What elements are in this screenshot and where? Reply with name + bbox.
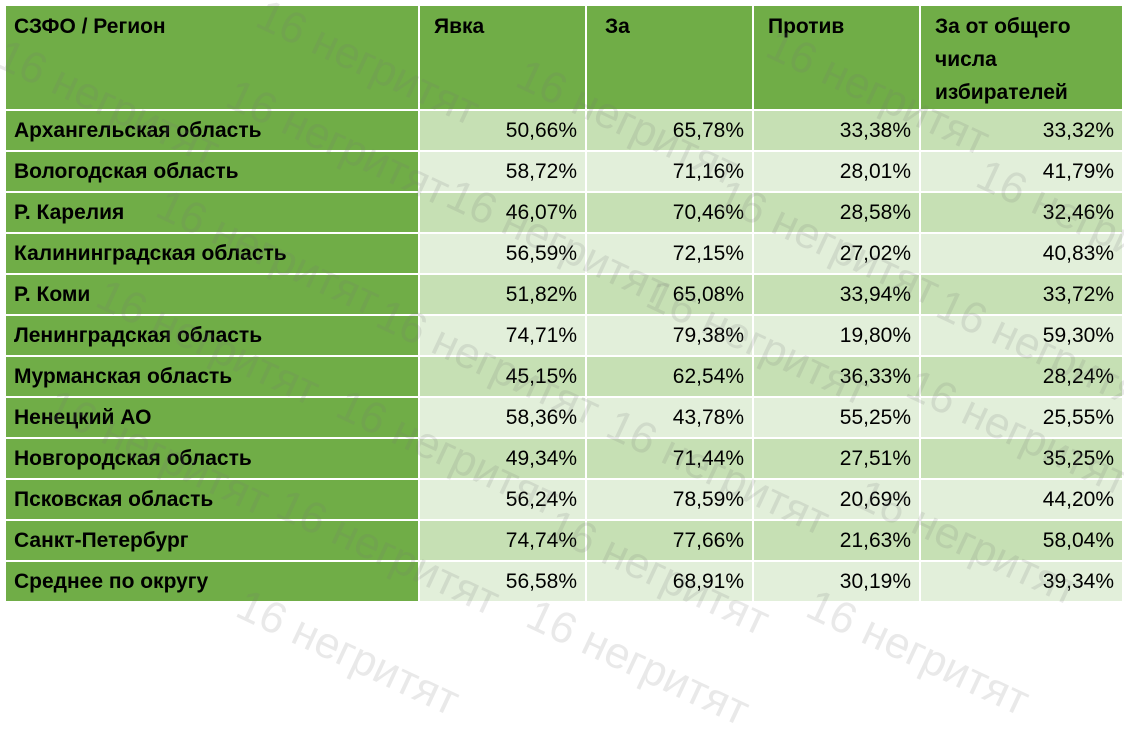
region-cell: Архангельская область bbox=[6, 111, 418, 150]
turnout-cell: 46,07% bbox=[420, 193, 585, 232]
for-total-cell: 32,46% bbox=[921, 193, 1122, 232]
region-cell: Псковская область bbox=[6, 480, 418, 519]
for-total-cell: 28,24% bbox=[921, 357, 1122, 396]
for-total-cell: 58,04% bbox=[921, 521, 1122, 560]
header-region: СЗФО / Регион bbox=[6, 6, 418, 109]
for-total-cell: 33,72% bbox=[921, 275, 1122, 314]
against-cell: 30,19% bbox=[754, 562, 919, 601]
for-total-cell: 59,30% bbox=[921, 316, 1122, 355]
table-row: Калининградская область 56,59% 72,15% 27,02… bbox=[6, 234, 1122, 273]
header-for-total: За от общего числа избирателей bbox=[921, 6, 1122, 109]
header-turnout: Явка bbox=[420, 6, 585, 109]
for-total-cell: 35,25% bbox=[921, 439, 1122, 478]
against-cell: 27,02% bbox=[754, 234, 919, 273]
against-cell: 33,38% bbox=[754, 111, 919, 150]
region-cell: Новгородская область bbox=[6, 439, 418, 478]
for-cell: 78,59% bbox=[587, 480, 752, 519]
turnout-cell: 56,58% bbox=[420, 562, 585, 601]
region-cell: Р. Коми bbox=[6, 275, 418, 314]
region-cell: Р. Карелия bbox=[6, 193, 418, 232]
table-row: Вологодская область 58,72% 71,16% 28,01% 41,… bbox=[6, 152, 1122, 191]
table-row: Ненецкий АО 58,36% 43,78% 55,25% 25,55% bbox=[6, 398, 1122, 437]
against-cell: 28,58% bbox=[754, 193, 919, 232]
for-total-cell: 33,32% bbox=[921, 111, 1122, 150]
for-cell: 43,78% bbox=[587, 398, 752, 437]
for-total-cell: 39,34% bbox=[921, 562, 1122, 601]
turnout-cell: 45,15% bbox=[420, 357, 585, 396]
for-cell: 72,15% bbox=[587, 234, 752, 273]
for-cell: 68,91% bbox=[587, 562, 752, 601]
results-table: СЗФО / Регион Явка За Против За от общег… bbox=[4, 4, 1124, 603]
for-cell: 62,54% bbox=[587, 357, 752, 396]
table-row: Архангельская область 50,66% 65,78% 33,38% 3… bbox=[6, 111, 1122, 150]
against-cell: 36,33% bbox=[754, 357, 919, 396]
for-total-cell: 41,79% bbox=[921, 152, 1122, 191]
table-row: Р. Коми 51,82% 65,08% 33,94% 33,72% bbox=[6, 275, 1122, 314]
against-cell: 33,94% bbox=[754, 275, 919, 314]
for-total-cell: 40,83% bbox=[921, 234, 1122, 273]
against-cell: 21,63% bbox=[754, 521, 919, 560]
table-row: Санкт-Петербург 74,74% 77,66% 21,63% 58,04% bbox=[6, 521, 1122, 560]
results-table-container: СЗФО / Регион Явка За Против За от общег… bbox=[4, 4, 1122, 624]
against-cell: 19,80% bbox=[754, 316, 919, 355]
for-cell: 79,38% bbox=[587, 316, 752, 355]
header-against: Против bbox=[754, 6, 919, 109]
table-row: Р. Карелия 46,07% 70,46% 28,58% 32,46% bbox=[6, 193, 1122, 232]
against-cell: 28,01% bbox=[754, 152, 919, 191]
for-total-cell: 25,55% bbox=[921, 398, 1122, 437]
table-row: Мурманская область 45,15% 62,54% 36,33% 28,2… bbox=[6, 357, 1122, 396]
turnout-cell: 50,66% bbox=[420, 111, 585, 150]
against-cell: 55,25% bbox=[754, 398, 919, 437]
region-cell: Санкт-Петербург bbox=[6, 521, 418, 560]
turnout-cell: 56,24% bbox=[420, 480, 585, 519]
table-row: Псковская область 56,24% 78,59% 20,69% 44,20… bbox=[6, 480, 1122, 519]
turnout-cell: 58,36% bbox=[420, 398, 585, 437]
header-for: За bbox=[587, 6, 752, 109]
region-cell: Ленинградская область bbox=[6, 316, 418, 355]
for-cell: 77,66% bbox=[587, 521, 752, 560]
region-cell: Ненецкий АО bbox=[6, 398, 418, 437]
against-cell: 20,69% bbox=[754, 480, 919, 519]
turnout-cell: 58,72% bbox=[420, 152, 585, 191]
for-total-cell: 44,20% bbox=[921, 480, 1122, 519]
table-row: Новгородская область 49,34% 71,44% 27,51% 35… bbox=[6, 439, 1122, 478]
for-cell: 65,78% bbox=[587, 111, 752, 150]
turnout-cell: 51,82% bbox=[420, 275, 585, 314]
region-cell: Калининградская область bbox=[6, 234, 418, 273]
table-row: Среднее по округу 56,58% 68,91% 30,19% 39,34… bbox=[6, 562, 1122, 601]
region-cell: Вологодская область bbox=[6, 152, 418, 191]
for-cell: 70,46% bbox=[587, 193, 752, 232]
region-cell: Мурманская область bbox=[6, 357, 418, 396]
table-header-row: СЗФО / Регион Явка За Против За от общег… bbox=[6, 6, 1122, 109]
turnout-cell: 49,34% bbox=[420, 439, 585, 478]
for-cell: 71,16% bbox=[587, 152, 752, 191]
turnout-cell: 74,71% bbox=[420, 316, 585, 355]
region-cell: Среднее по округу bbox=[6, 562, 418, 601]
table-row: Ленинградская область 74,71% 79,38% 19,80% 5… bbox=[6, 316, 1122, 355]
against-cell: 27,51% bbox=[754, 439, 919, 478]
for-cell: 71,44% bbox=[587, 439, 752, 478]
for-cell: 65,08% bbox=[587, 275, 752, 314]
turnout-cell: 74,74% bbox=[420, 521, 585, 560]
turnout-cell: 56,59% bbox=[420, 234, 585, 273]
